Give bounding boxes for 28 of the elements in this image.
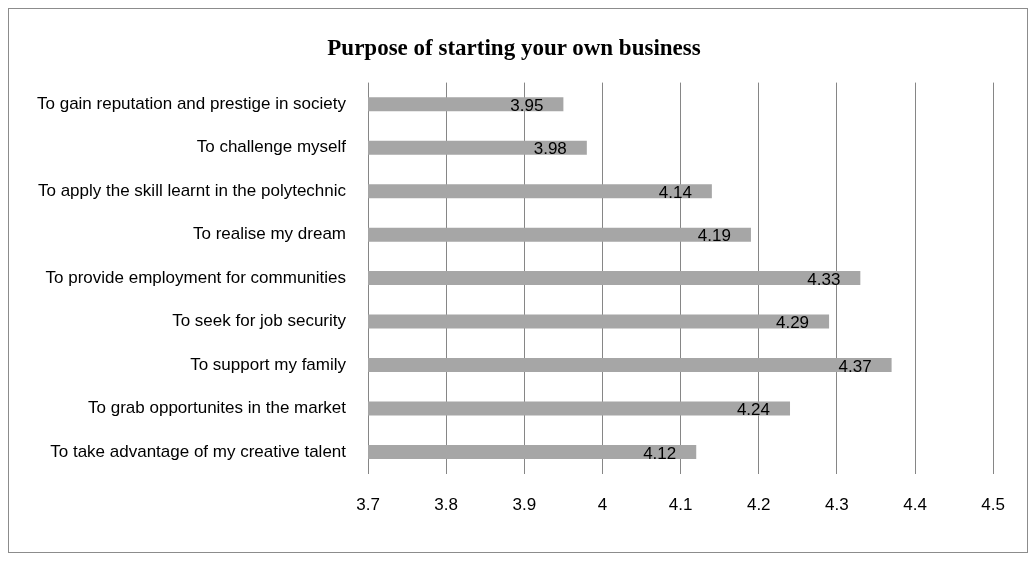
- x-tick-label: 4.5: [981, 495, 1005, 515]
- y-tick-label: To take advantage of my creative talent: [50, 441, 347, 461]
- data-label: 4.24: [736, 400, 771, 420]
- data-label: 4.37: [838, 356, 872, 376]
- x-tick-label: 4: [597, 495, 608, 515]
- x-tick-label: 3.7: [356, 495, 380, 515]
- data-label: 4.14: [658, 182, 692, 202]
- data-label: 4.33: [807, 269, 841, 289]
- x-tick-label: 3.9: [512, 495, 537, 515]
- data-label: 3.95: [510, 96, 544, 116]
- y-tick-label: To gain reputation and prestige in society: [37, 94, 347, 114]
- x-tick-label: 3.8: [434, 495, 458, 515]
- y-tick-label: To seek for job security: [172, 311, 347, 331]
- x-tick-label: 4.1: [668, 495, 693, 515]
- data-label: 4.19: [697, 226, 731, 246]
- data-label: 3.98: [533, 139, 567, 159]
- data-label: 4.29: [775, 313, 810, 333]
- y-tick-label: To grab opportunites in the market: [88, 398, 347, 418]
- y-tick-label: To provide employment for communities: [45, 267, 347, 287]
- y-tick-label: To apply the skill learnt in the polytechnic: [37, 180, 347, 200]
- x-tick-label: 4.3: [825, 495, 849, 515]
- y-tick-label: To realise my dream: [192, 224, 347, 244]
- chart-title: Purpose of starting your own business: [327, 34, 701, 60]
- x-tick-label: 4.4: [903, 495, 927, 515]
- y-tick-label: To challenge myself: [196, 137, 347, 157]
- x-tick-label: 4.2: [746, 495, 771, 515]
- data-label: 4.12: [643, 443, 677, 463]
- y-tick-label: To support my family: [190, 354, 347, 374]
